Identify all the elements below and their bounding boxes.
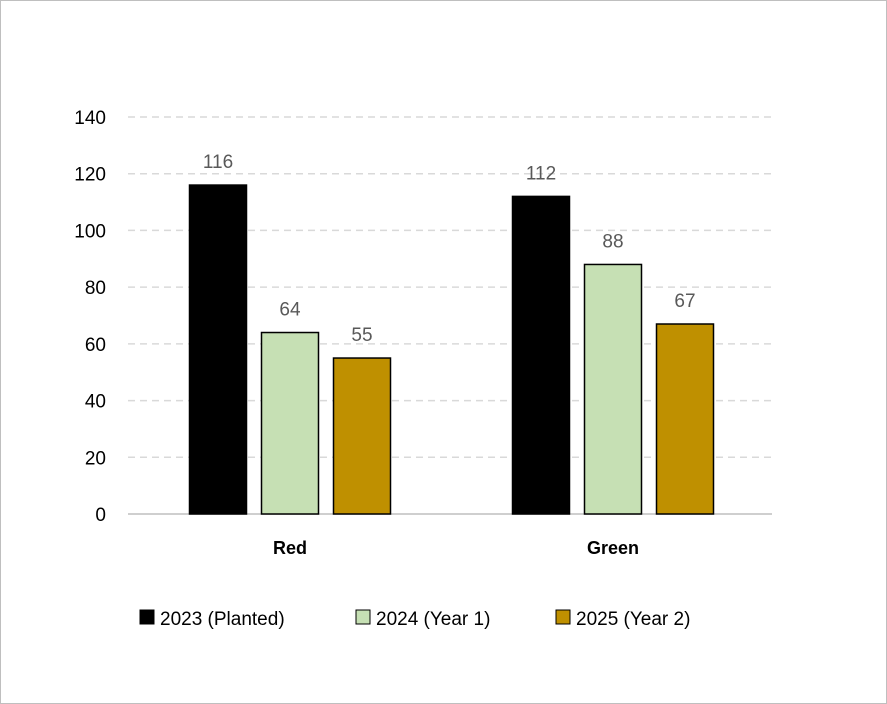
legend-entry: 2023 (Planted)	[160, 609, 285, 630]
data-label: 67	[674, 291, 695, 312]
x-category-label: Red	[273, 538, 307, 558]
y-tick-label: 120	[74, 165, 106, 186]
y-tick-label: 40	[85, 392, 106, 413]
x-category-label: Green	[587, 538, 639, 558]
legend-entry: 2024 (Year 1)	[376, 609, 490, 630]
y-tick-label: 100	[74, 221, 106, 242]
legend-swatch	[555, 609, 571, 625]
y-tick-label: 140	[74, 108, 106, 129]
legend-swatch	[355, 609, 371, 625]
legend-swatch	[139, 609, 155, 625]
bar	[583, 263, 643, 515]
y-tick-label: 0	[95, 505, 106, 526]
legend-entry: 2025 (Year 2)	[576, 609, 690, 630]
bar	[260, 331, 320, 515]
bar	[655, 323, 715, 515]
data-label: 64	[279, 300, 301, 321]
y-tick-label: 20	[85, 448, 106, 469]
data-label: 112	[526, 163, 556, 184]
bar	[511, 195, 571, 515]
bar	[188, 184, 248, 515]
y-tick-label: 60	[85, 335, 106, 356]
data-label: 88	[602, 231, 623, 252]
data-label: 116	[203, 152, 233, 173]
bar	[332, 357, 392, 515]
y-tick-label: 80	[85, 278, 106, 299]
data-label: 55	[351, 325, 372, 346]
